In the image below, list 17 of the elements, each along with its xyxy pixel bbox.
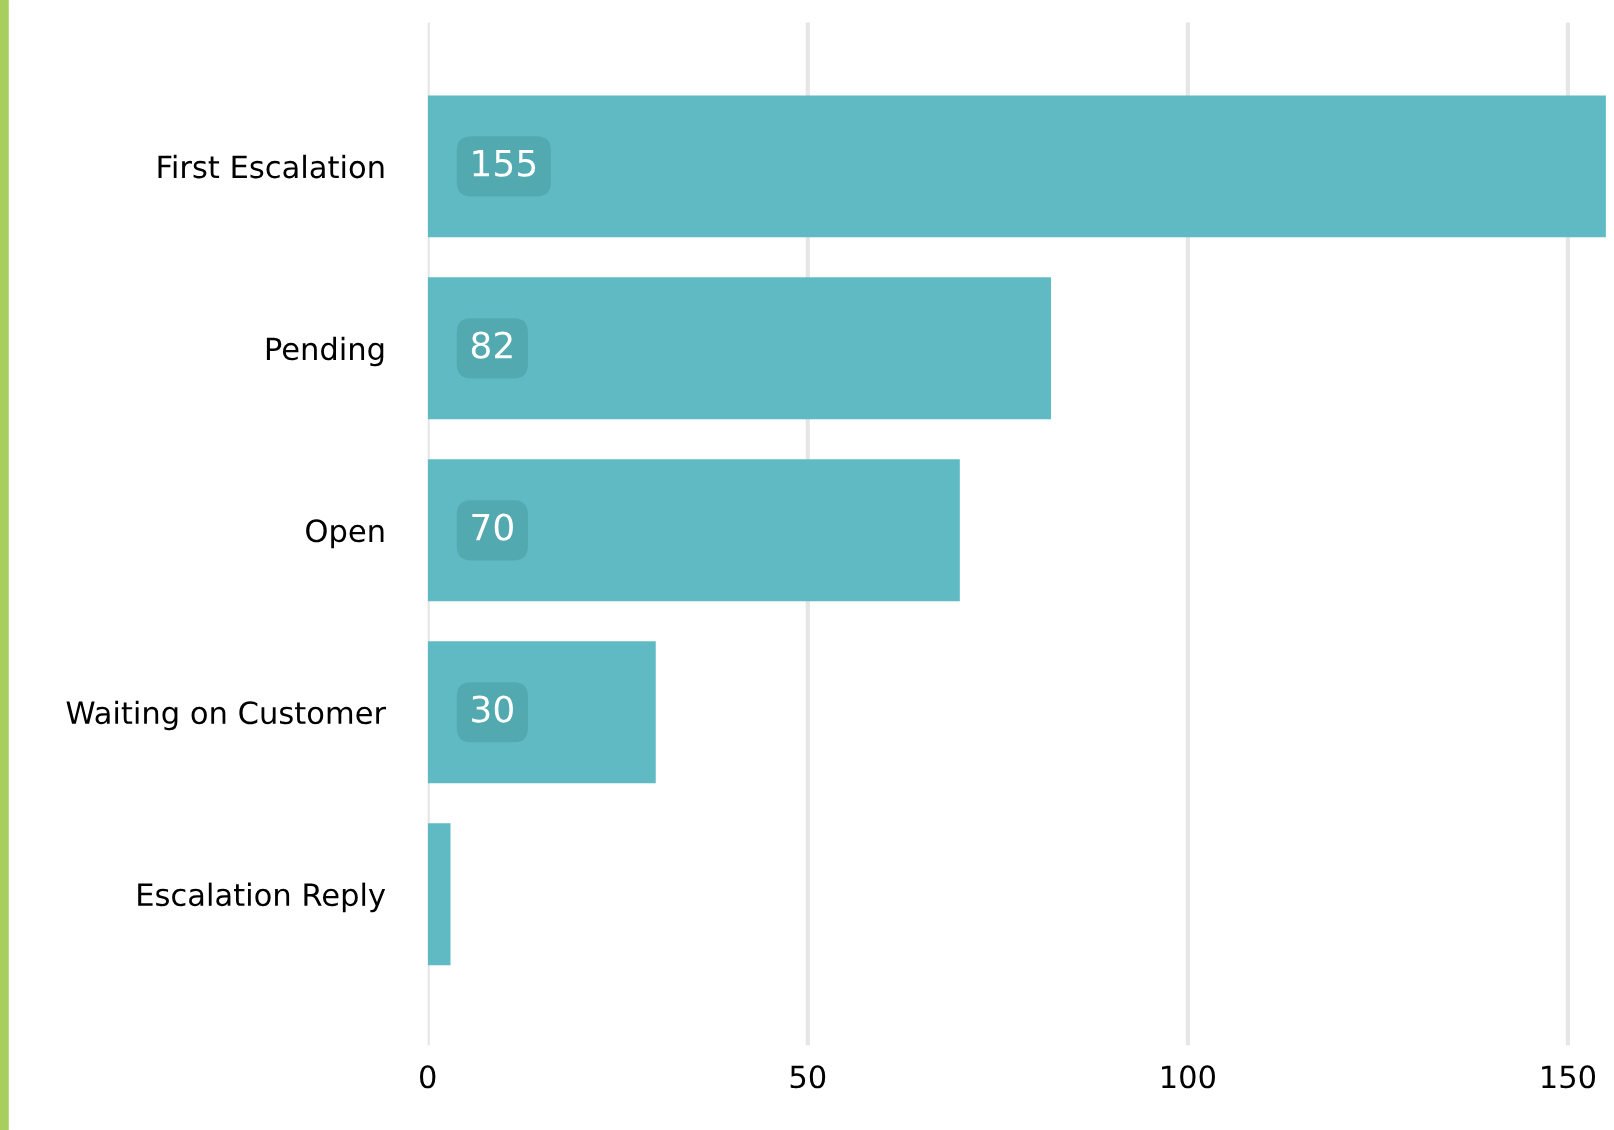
data-label: 30 [472, 695, 513, 723]
data-label: 155 [473, 149, 536, 177]
bar [427, 459, 960, 602]
bar [427, 95, 1606, 238]
x-tick-label: 50 [790, 1065, 826, 1089]
data-label: 82 [471, 331, 512, 359]
y-tick-label: First Escalation [158, 154, 384, 179]
bar [427, 823, 451, 966]
y-tick-label: Waiting on Customer [66, 700, 387, 731]
x-tick-label: 150 [1542, 1065, 1596, 1089]
y-tick-label: Open [306, 519, 384, 549]
data-label: 70 [472, 513, 513, 541]
y-tick-label: Escalation Reply [138, 882, 386, 913]
x-tick-label: 0 [420, 1065, 436, 1089]
y-tick-label: Pending [266, 336, 384, 367]
bar [427, 277, 1052, 420]
x-tick-label: 100 [1162, 1065, 1215, 1089]
